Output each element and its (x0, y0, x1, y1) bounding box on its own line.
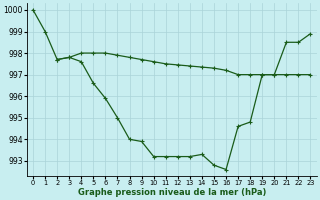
X-axis label: Graphe pression niveau de la mer (hPa): Graphe pression niveau de la mer (hPa) (77, 188, 266, 197)
